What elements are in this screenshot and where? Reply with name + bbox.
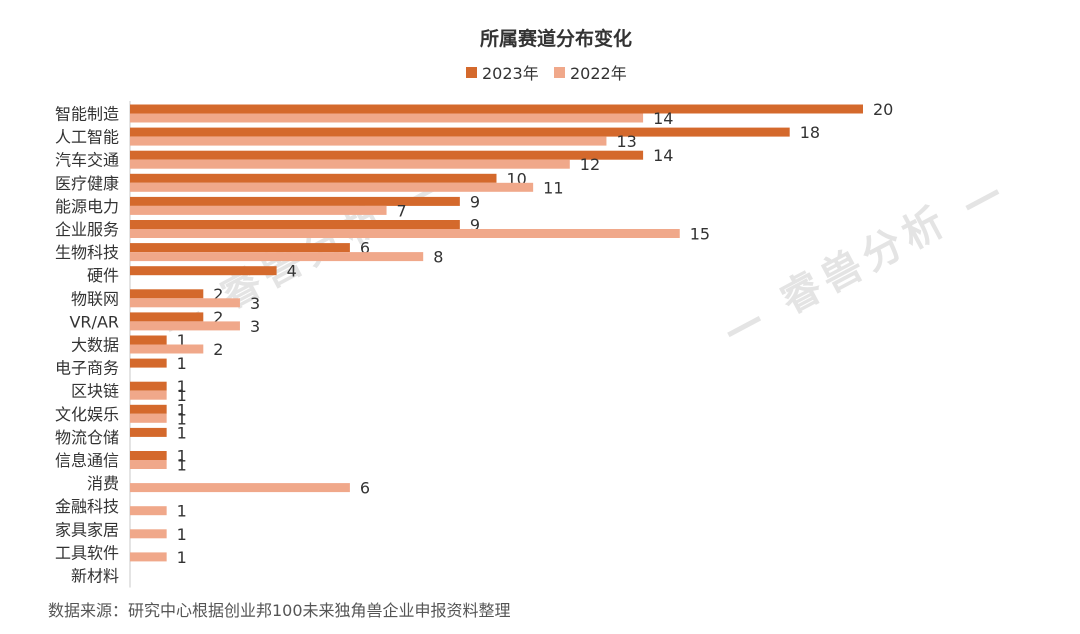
category-label: VR/AR <box>69 312 119 331</box>
bar-2023 <box>130 243 350 253</box>
data-label-2022: 13 <box>616 132 636 151</box>
category-label: 区块链 <box>71 382 119 401</box>
bar-2022 <box>130 298 240 308</box>
category-label: 医疗健康 <box>55 174 119 193</box>
category-label: 汽车交通 <box>55 151 119 170</box>
data-label-2023: 9 <box>470 192 480 211</box>
data-label-2023: 2 <box>213 308 223 327</box>
bar-2023 <box>130 150 644 160</box>
data-label-2022: 3 <box>250 294 260 313</box>
data-label-2023: 18 <box>800 123 820 142</box>
bar-2022 <box>130 205 387 215</box>
bar-2023 <box>130 173 497 183</box>
data-label-2023: 9 <box>470 216 480 235</box>
data-label-2023: 1 <box>177 400 187 419</box>
data-label-2023: 1 <box>177 447 187 466</box>
data-label-2022: 14 <box>653 109 673 128</box>
bar-2023 <box>130 358 167 368</box>
data-label-2022: 1 <box>177 548 187 567</box>
bar-2023 <box>130 381 167 391</box>
data-label-2022: 1 <box>177 502 187 521</box>
data-label-2022: 7 <box>397 201 407 220</box>
data-label-2023: 1 <box>177 377 187 396</box>
category-label: 硬件 <box>87 266 119 285</box>
legend-label-2: 2022年 <box>570 64 627 83</box>
category-label: 消费 <box>87 474 119 493</box>
data-label-2023: 2 <box>213 285 223 304</box>
category-label: 电子商务 <box>55 359 119 378</box>
category-label: 金融科技 <box>55 497 119 516</box>
category-label: 能源电力 <box>55 197 119 216</box>
category-label: 企业服务 <box>55 220 119 239</box>
bar-2022 <box>130 136 607 146</box>
bar-2023 <box>130 196 460 206</box>
bar-2023 <box>130 289 204 299</box>
bar-2022 <box>130 113 644 123</box>
data-label-2023: 20 <box>873 100 893 119</box>
category-label: 物流仓储 <box>55 428 119 447</box>
data-label-2022: 15 <box>690 225 710 244</box>
bar-2022 <box>130 552 167 562</box>
bar-2023 <box>130 451 167 460</box>
bar-2023 <box>130 220 460 229</box>
bar-2022 <box>130 182 534 192</box>
data-label-2022: 3 <box>250 317 260 336</box>
data-label-2023: 14 <box>653 146 673 165</box>
data-label-2023: 1 <box>177 331 187 350</box>
bar-2022 <box>130 344 204 354</box>
bar-2022 <box>130 229 680 238</box>
chart-title: 所属赛道分布变化 <box>480 27 632 50</box>
bar-2022 <box>130 529 167 539</box>
data-label-2022: 1 <box>177 409 187 428</box>
data-label-2023: 4 <box>287 262 297 281</box>
legend-label-1: 2023年 <box>482 64 539 83</box>
bar-2022 <box>130 321 240 331</box>
bar-2022 <box>130 252 424 262</box>
data-label-2022: 6 <box>360 479 370 498</box>
bar-2023 <box>130 335 167 345</box>
data-label-2022: 1 <box>177 525 187 544</box>
bar-2022 <box>130 390 167 400</box>
legend-swatch-2 <box>554 67 565 78</box>
bar-2022 <box>130 460 167 469</box>
category-label: 大数据 <box>71 336 119 355</box>
bar-2023 <box>130 266 277 276</box>
bar-2023 <box>130 104 863 114</box>
data-label-2022: 1 <box>177 456 187 475</box>
bar-2022 <box>130 159 570 169</box>
bar-2023 <box>130 427 167 437</box>
data-label-2022: 2 <box>213 340 223 359</box>
legend-swatch-1 <box>466 67 477 78</box>
bar-2023 <box>130 127 790 137</box>
data-label-2022: 12 <box>580 155 600 174</box>
bar-2022 <box>130 413 167 423</box>
data-label-2022: 8 <box>433 248 443 267</box>
category-label: 生物科技 <box>55 243 119 262</box>
category-label: 家具家居 <box>55 520 119 539</box>
category-label: 新材料 <box>71 567 119 586</box>
bar-2022 <box>130 506 167 516</box>
bar-2022 <box>130 483 350 493</box>
category-label: 信息通信 <box>55 451 119 470</box>
category-label: 工具软件 <box>55 543 119 562</box>
data-label-2023: 1 <box>177 354 187 373</box>
data-label-2023: 6 <box>360 239 370 258</box>
data-label-2023: 1 <box>177 423 187 442</box>
bar-2023 <box>130 312 204 322</box>
bar-2023 <box>130 404 167 414</box>
source-note: 数据来源：研究中心根据创业邦100未来独角兽企业申报资料整理 <box>48 601 511 620</box>
category-label: 智能制造 <box>55 105 119 124</box>
category-label: 文化娱乐 <box>55 405 119 424</box>
data-label-2022: 1 <box>177 386 187 405</box>
category-label: 物联网 <box>71 289 119 308</box>
data-label-2022: 11 <box>543 178 563 197</box>
category-label: 人工智能 <box>55 128 119 147</box>
